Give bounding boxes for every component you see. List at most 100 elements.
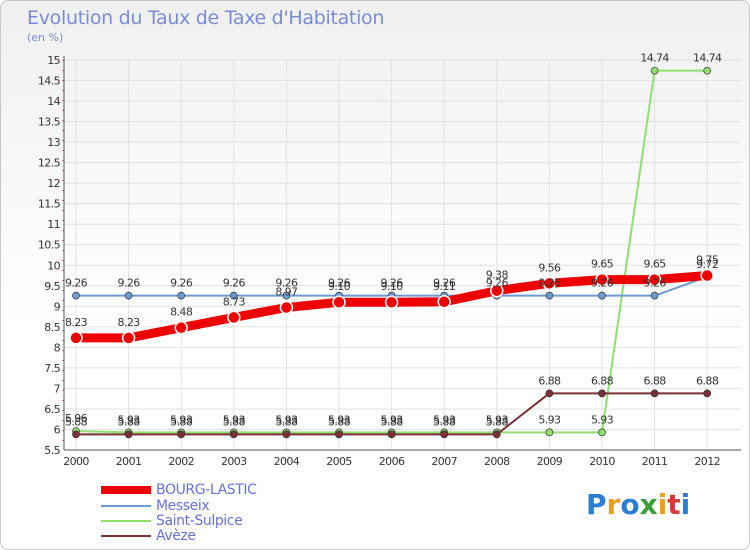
x-tick-label: 2012	[694, 455, 720, 468]
legend-label: Messeix	[156, 498, 209, 514]
data-point-bourg-lastic	[121, 331, 136, 345]
data-point-bourg-lastic	[437, 295, 451, 309]
data-label-avèze: 5.88	[65, 415, 88, 428]
data-label-avèze: 5.88	[170, 415, 193, 428]
y-tick-label: 10	[47, 259, 60, 272]
data-point-bourg-lastic	[227, 310, 241, 325]
data-label-bourg-lastic: 9.10	[328, 280, 351, 293]
data-label-saint-sulpice: 5.93	[223, 413, 246, 426]
x-tick-label: 2005	[326, 455, 352, 468]
y-tick-label: 12	[47, 177, 60, 190]
data-label-saint-sulpice: 5.93	[433, 413, 456, 426]
y-tick-label: 9	[54, 300, 61, 313]
y-tick-label: 8.5	[44, 321, 60, 334]
data-label-messeix: 9.26	[65, 277, 88, 290]
x-tick-label: 2000	[63, 455, 89, 468]
data-point-messeix	[545, 291, 554, 300]
data-label-avèze: 6.88	[538, 374, 561, 387]
data-label-avèze: 5.88	[433, 415, 456, 428]
data-point-messeix	[229, 291, 238, 300]
data-point-bourg-lastic	[595, 272, 609, 287]
data-label-avèze: 5.88	[223, 415, 246, 428]
data-point-messeix	[72, 291, 80, 300]
data-point-saint-sulpice	[545, 428, 554, 437]
data-label-bourg-lastic: 9.65	[644, 258, 667, 271]
y-tick-label: 5.5	[44, 444, 60, 457]
data-label-bourg-lastic: 8.23	[65, 316, 88, 329]
x-tick-label: 2010	[589, 455, 615, 468]
data-label-messeix: 9.26	[381, 277, 404, 290]
data-label-messeix: 9.72	[696, 258, 718, 271]
data-label-saint-sulpice: 14.74	[640, 52, 669, 65]
data-label-bourg-lastic: 9.38	[486, 269, 509, 282]
y-tick-label: 13	[47, 136, 60, 149]
data-label-messeix: 9.26	[170, 277, 193, 290]
data-label-saint-sulpice: 5.93	[328, 413, 351, 426]
x-tick-label: 2004	[274, 455, 300, 468]
data-point-bourg-lastic	[700, 268, 714, 283]
data-point-bourg-lastic	[279, 300, 294, 315]
data-point-saint-sulpice	[650, 66, 659, 75]
y-tick-label: 6	[54, 423, 61, 436]
data-point-avèze	[72, 430, 80, 439]
legend-label: BOURG-LASTIC	[156, 482, 257, 498]
data-label-messeix: 9.26	[328, 277, 351, 290]
data-label-avèze: 5.88	[486, 415, 509, 428]
data-point-avèze	[124, 430, 133, 439]
y-tick-label: 15	[47, 54, 60, 67]
y-tick-label: 11	[47, 218, 60, 231]
data-label-bourg-lastic: 9.75	[696, 254, 719, 267]
data-point-bourg-lastic	[174, 320, 188, 335]
data-label-saint-sulpice: 5.93	[381, 413, 404, 426]
logo-letter: P	[586, 488, 607, 521]
x-tick-label: 2003	[221, 455, 247, 468]
data-label-bourg-lastic: 9.65	[591, 258, 614, 271]
y-tick-label: 13.5	[38, 116, 61, 129]
x-tick-label: 2011	[642, 455, 668, 468]
chart-subtitle: (en %)	[27, 31, 64, 44]
data-point-messeix	[177, 291, 186, 300]
data-label-saint-sulpice: 5.93	[275, 413, 298, 426]
data-point-messeix	[598, 291, 606, 300]
data-label-bourg-lastic: 8.48	[170, 306, 193, 319]
data-label-bourg-lastic: 9.10	[381, 280, 404, 293]
data-point-bourg-lastic	[332, 295, 346, 309]
legend-label: Saint-Sulpice	[156, 513, 242, 529]
data-label-bourg-lastic: 8.23	[118, 316, 141, 329]
y-tick-label: 7	[54, 382, 61, 395]
data-label-messeix: 9.26	[538, 277, 561, 290]
x-tick-label: 2009	[537, 455, 563, 468]
data-point-avèze	[282, 430, 291, 439]
y-tick-label: 8	[54, 341, 61, 354]
logo-letter: i	[680, 488, 691, 521]
data-label-messeix: 9.26	[644, 277, 667, 290]
x-tick-label: 2007	[431, 455, 457, 468]
y-tick-label: 10.5	[38, 239, 61, 252]
data-point-avèze	[492, 430, 501, 439]
data-point-messeix	[650, 291, 659, 300]
data-point-saint-sulpice	[598, 428, 606, 437]
data-point-bourg-lastic	[490, 283, 504, 298]
logo-letter: r	[606, 488, 621, 521]
chart-title: Evolution du Taux de Taxe d'Habitation	[27, 7, 385, 29]
data-label-saint-sulpice: 5.96	[65, 412, 88, 425]
x-tick-label: 2008	[484, 455, 510, 468]
y-tick-label: 6.5	[44, 403, 60, 416]
y-tick-label: 14.5	[38, 75, 61, 88]
data-point-saint-sulpice	[703, 66, 712, 75]
data-point-avèze	[177, 430, 186, 439]
data-point-avèze	[650, 389, 659, 398]
data-label-saint-sulpice: 5.93	[538, 413, 561, 426]
data-point-avèze	[229, 430, 238, 439]
data-label-avèze: 5.88	[328, 415, 351, 428]
data-label-bourg-lastic: 8.73	[223, 295, 246, 308]
data-label-avèze: 6.88	[644, 374, 667, 387]
data-point-avèze	[703, 389, 712, 398]
y-tick-label: 14	[47, 95, 60, 108]
data-label-saint-sulpice: 5.93	[118, 413, 141, 426]
data-label-avèze: 5.88	[118, 415, 141, 428]
logo-letter: o	[620, 488, 640, 521]
legend-label: Avèze	[156, 528, 196, 544]
data-point-avèze	[545, 389, 554, 398]
